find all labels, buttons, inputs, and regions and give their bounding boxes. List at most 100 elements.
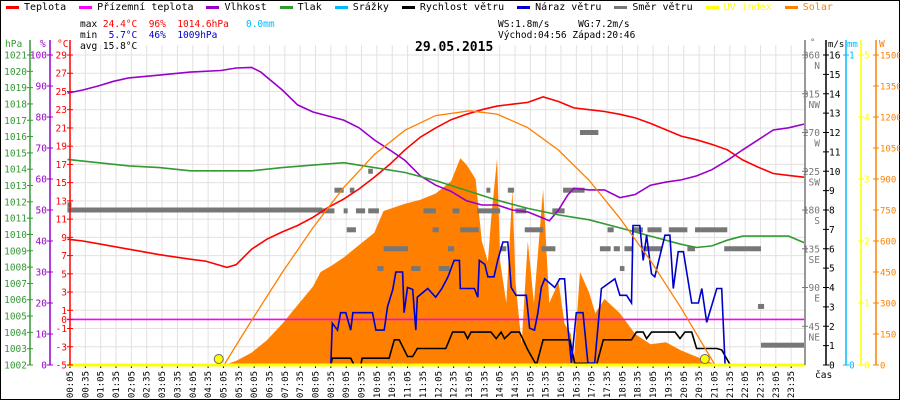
wind-direction-mark: [477, 208, 491, 214]
x-tick-label: 14:05: [496, 371, 506, 398]
temperature-tick-label: 0: [61, 315, 67, 326]
wind-direction-mark: [377, 266, 384, 272]
direction-tick-label: 180: [803, 206, 820, 217]
legend-swatch: [279, 6, 293, 9]
legend-item: Vlhkost: [206, 2, 267, 13]
legend-item: Srážky: [334, 2, 389, 13]
humidity-tick-label: 0: [41, 361, 47, 372]
legend-label: UV index: [723, 2, 772, 13]
temperature-tick-label: 23: [56, 105, 67, 116]
wind-direction-mark: [438, 266, 450, 272]
legend: Teplota Přízemní teplota Vlhkost Tlak Srážky…: [6, 2, 833, 13]
x-tick-label: 05:35: [235, 371, 245, 398]
wind-direction-mark: [579, 130, 599, 135]
solar-tick-label: 450: [880, 269, 896, 279]
rain-tick-label: 1: [849, 51, 855, 62]
legend-label: Náraz větru: [535, 2, 602, 13]
humidity-tick-label: 80: [36, 113, 48, 124]
wind-tick-label: 0: [829, 361, 835, 372]
temperature-tick-label: 5: [61, 269, 67, 280]
x-tick-label: 18:05: [618, 371, 628, 398]
direction-tick-label: 90: [809, 283, 821, 294]
series-tlak: [67, 158, 805, 249]
wind-direction-mark: [343, 208, 348, 214]
x-tick-label: 16:05: [557, 371, 567, 398]
wind-direction-mark: [668, 227, 688, 233]
series-n-raz-v-tru: [330, 224, 731, 366]
temperature-tick-label: 29: [56, 51, 68, 62]
x-tick-label: 01:35: [112, 371, 122, 398]
solar-tick-label: 1050: [880, 145, 900, 155]
direction-tick-label: 360: [803, 51, 820, 62]
legend-item: Solar: [784, 2, 833, 13]
direction-tick-label: 135: [803, 244, 820, 255]
x-tick-label: 23:35: [787, 371, 797, 398]
wind-direction-mark: [757, 303, 765, 309]
sunrise-marker: [213, 354, 224, 364]
legend-swatch: [401, 6, 415, 9]
legend-item: Náraz větru: [517, 2, 601, 13]
solar-tick-label: 150: [880, 331, 896, 341]
x-tick-label: 23:05: [772, 371, 782, 398]
wind-direction-mark: [411, 266, 421, 272]
legend-swatch: [705, 6, 719, 9]
x-tick-label: 00:35: [81, 371, 91, 398]
humidity-tick-label: 60: [36, 175, 48, 186]
legend-swatch: [784, 6, 798, 9]
x-axis-label: čas: [815, 370, 832, 381]
humidity-tick-label: 20: [36, 299, 48, 310]
uv-tick-label: 0: [864, 361, 870, 372]
legend-label: Rychlost větru: [419, 2, 505, 13]
wind-tick-label: 16: [829, 51, 841, 62]
legend-label: Solar: [802, 2, 833, 13]
uv-tick-label: 1: [864, 299, 870, 310]
pressure-tick-label: 1013: [4, 181, 27, 192]
temperature-tick-label: 7: [61, 251, 67, 262]
pressure-tick-label: 1019: [4, 83, 27, 94]
avg-temp: 15.8°C: [102, 41, 138, 52]
wind-direction-mark: [460, 227, 470, 233]
uv-tick-label: 2: [864, 237, 870, 248]
x-tick-label: 19:35: [664, 371, 674, 398]
wind-tick-label: 5: [829, 264, 835, 275]
x-tick-label: 17:35: [603, 371, 613, 398]
x-tick-label: 09:05: [342, 371, 352, 398]
direction-direction-label: N: [814, 61, 820, 72]
series-solar-max: [223, 110, 716, 366]
wind-tick-label: 14: [829, 89, 841, 100]
temperature-tick-label: 3: [61, 288, 67, 299]
wind-tick-label: 11: [829, 147, 841, 158]
sunset-time: Západ:20:46: [572, 30, 636, 41]
direction-tick-label: 45: [809, 322, 820, 333]
wind-tick-label: 9: [829, 186, 835, 197]
wind-direction-mark: [761, 342, 804, 348]
wind-gust-max: WG:7.2m/s: [578, 19, 630, 30]
wind-direction-mark: [368, 168, 373, 174]
pressure-tick-label: 1020: [4, 67, 27, 78]
pressure-tick-label: 1006: [4, 295, 27, 306]
solar-tick-label: 1500: [880, 52, 900, 62]
min-humidity: 46%: [148, 30, 166, 41]
x-tick-label: 21:35: [726, 371, 736, 398]
min-temp: 5.7°C: [108, 30, 138, 41]
wind-direction-mark: [334, 187, 344, 193]
temperature-tick-label: 1: [61, 306, 67, 317]
wind-sun-stats: WS:1.8m/s WG:7.2m/s Východ:04:56 Západ:2…: [498, 19, 635, 41]
wind-direction-mark: [643, 246, 662, 252]
pressure-tick-label: 1002: [4, 361, 27, 372]
wind-tick-label: 13: [829, 109, 840, 120]
legend-swatch: [614, 6, 628, 9]
wind-direction-mark: [541, 246, 556, 252]
x-tick-label: 13:35: [480, 371, 490, 398]
wind-direction-mark: [383, 246, 409, 252]
wind-direction-mark: [695, 227, 728, 233]
x-tick-label: 03:05: [158, 371, 168, 398]
wind-direction-mark: [469, 227, 479, 233]
humidity-tick-label: 70: [36, 144, 48, 155]
humidity-tick-label: 90: [36, 82, 48, 93]
humidity-tick-label: 50: [36, 206, 48, 217]
x-tick-label: 10:35: [388, 371, 398, 398]
legend-item: Rychlost větru: [401, 2, 505, 13]
legend-label: Tlak: [297, 2, 322, 13]
